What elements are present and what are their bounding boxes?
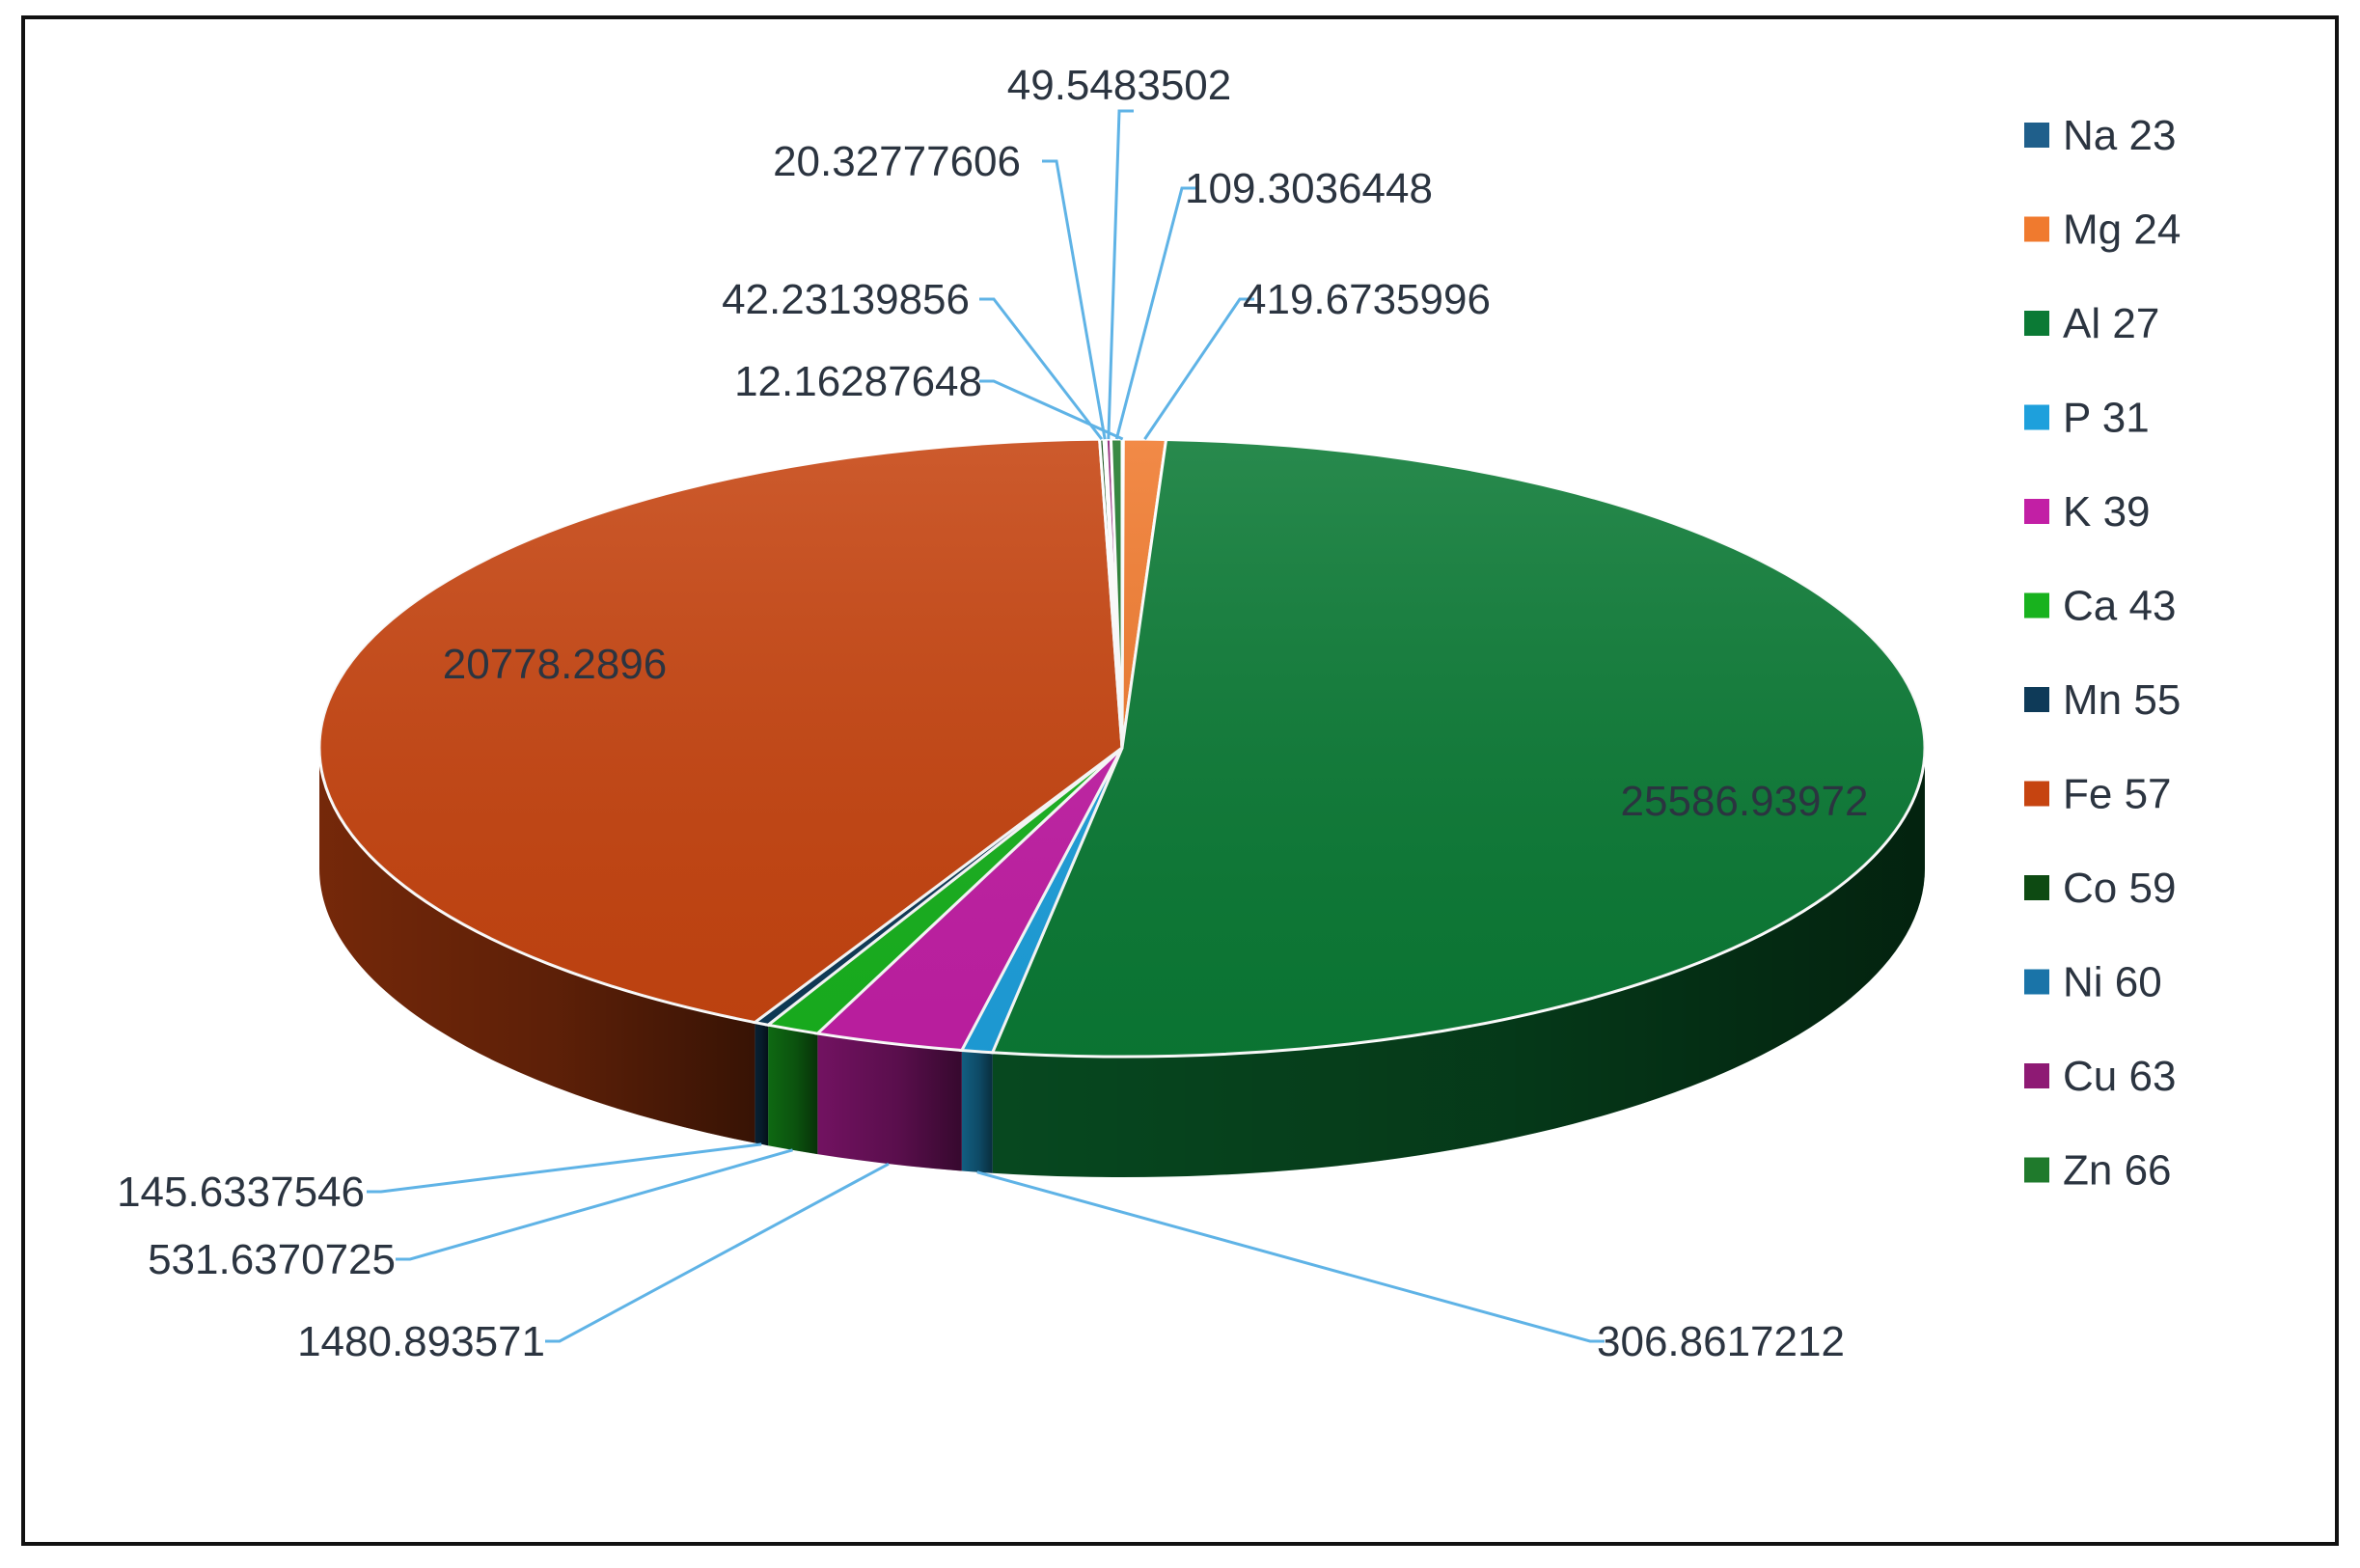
- legend-label-p-31: P 31: [2063, 395, 2150, 442]
- leader-mg-24: [1143, 297, 1254, 440]
- data-label-ni-60: 20.32777606: [773, 138, 1021, 185]
- legend-label-zn-66: Zn 66: [2063, 1147, 2172, 1195]
- data-label-p-31: 306.8617212: [1597, 1318, 1845, 1365]
- legend-swatch-cu-63: [2024, 1063, 2049, 1088]
- leader-zn-66: [1114, 186, 1196, 440]
- legend-label-na-23: Na 23: [2063, 112, 2176, 159]
- leader-na-23: [979, 379, 1124, 441]
- data-label-mn-55: 145.6337546: [117, 1169, 365, 1216]
- legend-swatch-zn-66: [2024, 1157, 2049, 1183]
- data-label-mg-24: 419.6735996: [1243, 276, 1491, 323]
- legend-label-cu-63: Cu 63: [2063, 1053, 2176, 1100]
- side-shade-mn-55: [755, 1022, 769, 1146]
- side-shade-k-39: [817, 1033, 962, 1171]
- data-label-na-23: 12.16287648: [734, 358, 982, 405]
- side-shade-al-27: [992, 748, 1925, 1177]
- data-labels: 12.16287648 419.6735996 25586.93972 306.861…: [117, 62, 1868, 1365]
- legend-swatch-ni-60: [2024, 969, 2049, 995]
- legend-swatch-mg-24: [2024, 216, 2049, 242]
- legend-label-ca-43: Ca 43: [2063, 583, 2176, 630]
- legend-swatch-al-27: [2024, 311, 2049, 336]
- legend-label-k-39: K 39: [2063, 488, 2151, 536]
- legend-label-fe-57: Fe 57: [2063, 771, 2172, 818]
- leader-lines: [367, 109, 1605, 1343]
- data-label-k-39: 1480.893571: [297, 1318, 545, 1365]
- legend-label-mg-24: Mg 24: [2063, 206, 2181, 254]
- data-label-cu-63: 49.5483502: [1007, 62, 1231, 109]
- legend-label-mn-55: Mn 55: [2063, 676, 2181, 724]
- legend-label-al-27: Al 27: [2063, 300, 2159, 347]
- data-label-zn-66: 109.3036448: [1185, 165, 1433, 212]
- legend-swatch-na-23: [2024, 123, 2049, 148]
- side-shade-ca-43: [768, 1025, 818, 1155]
- data-label-co-59: 42.23139856: [722, 276, 970, 323]
- legend-swatch-k-39: [2024, 499, 2049, 524]
- legend-swatch-p-31: [2024, 404, 2049, 430]
- legend-label-co-59: Co 59: [2063, 865, 2176, 912]
- leader-mn-55: [367, 1142, 762, 1194]
- legend-swatch-co-59: [2024, 875, 2049, 900]
- leader-ca-43: [396, 1148, 793, 1261]
- data-label-al-27: 25586.93972: [1621, 778, 1869, 825]
- leader-ni-60: [1042, 159, 1107, 440]
- legend: Na 23 Mg 24 Al 27 P 31 K 39 Ca 43 Mn 55 Fe 57 Co…: [2024, 112, 2181, 1195]
- data-label-fe-57: 20778.2896: [443, 641, 667, 688]
- legend-label-ni-60: Ni 60: [2063, 959, 2162, 1006]
- legend-swatch-ca-43: [2024, 592, 2049, 619]
- legend-swatch-mn-55: [2024, 687, 2049, 712]
- legend-swatch-fe-57: [2024, 781, 2049, 807]
- leader-p-31: [976, 1170, 1605, 1343]
- leader-k-39: [545, 1162, 890, 1343]
- pie-tops: [317, 437, 1927, 1059]
- leader-co-59: [979, 297, 1104, 441]
- side-shade-p-31: [961, 1050, 993, 1173]
- leader-cu-63: [1107, 109, 1134, 440]
- data-label-ca-43: 531.6370725: [148, 1236, 396, 1283]
